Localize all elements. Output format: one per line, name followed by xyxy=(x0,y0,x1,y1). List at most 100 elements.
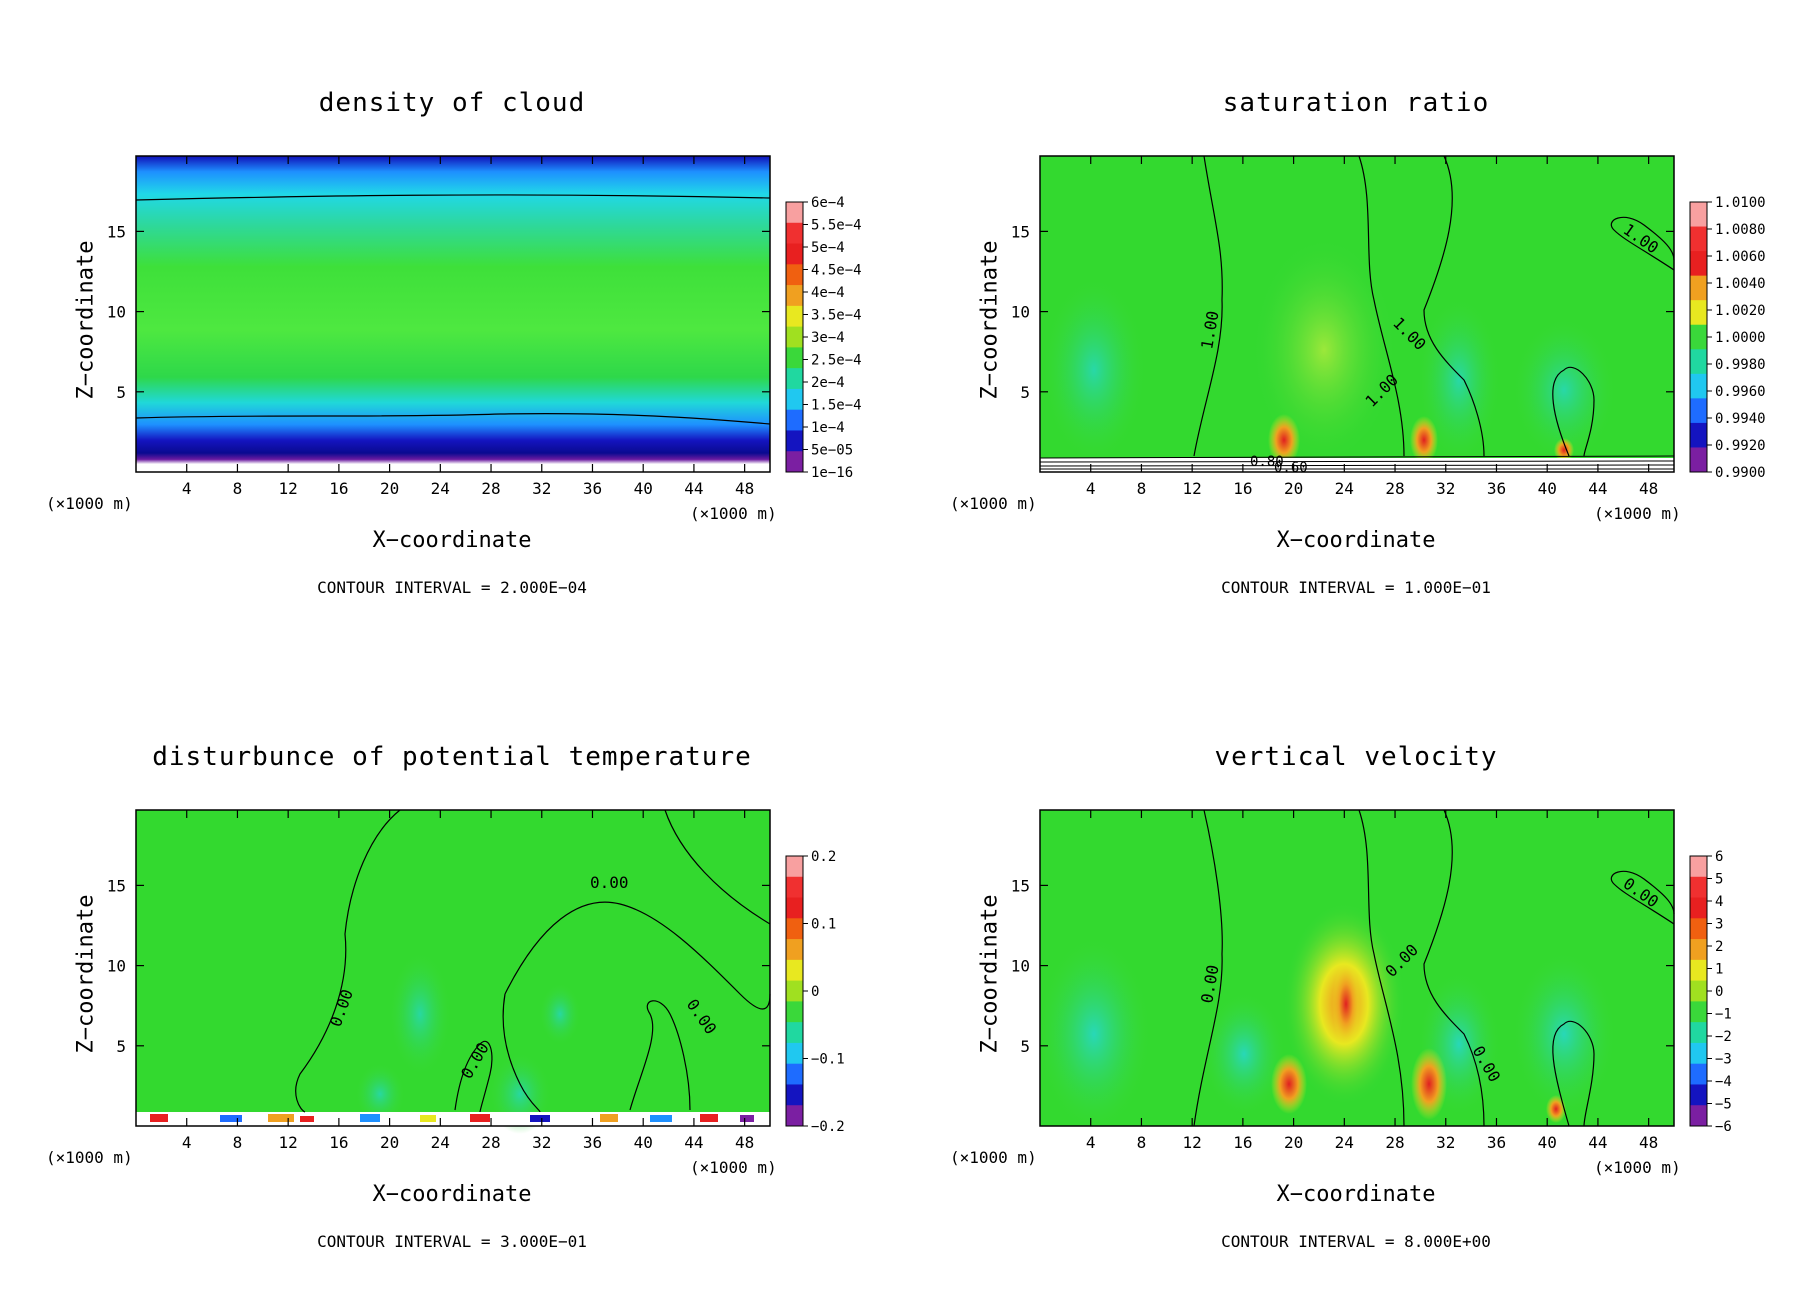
colorbar-swatch xyxy=(786,1001,803,1023)
y-tick-label: 10 xyxy=(1011,957,1030,976)
colorbar-swatch xyxy=(786,1022,803,1044)
x-tick-label: 36 xyxy=(583,1133,602,1152)
panel-title: vertical velocity xyxy=(1214,742,1498,772)
colorbar-label: 0.9980 xyxy=(1715,357,1766,373)
y-ticks: 5 10 15 xyxy=(107,222,770,402)
x-tick-label: 40 xyxy=(1538,1133,1557,1152)
colorbar-swatch xyxy=(1690,202,1707,228)
colorbar-swatch xyxy=(1690,959,1707,982)
contour-line xyxy=(504,901,771,1010)
chart-potential-temperature: 0.00 0.00 0.00 0.00 4 8 12 16 20 24 28 32 36 40 44… xyxy=(107,809,845,1152)
x-tick-label: 4 xyxy=(182,1133,192,1152)
colorbar-label: 0.1 xyxy=(811,917,836,933)
panel-title: disturbunce of potential temperature xyxy=(152,742,752,772)
contour-line xyxy=(1193,809,1223,1127)
colorbar-label: −6 xyxy=(1715,1119,1732,1135)
colorbar-swatch xyxy=(786,876,803,899)
y-ticks: 5 10 15 xyxy=(1011,222,1674,402)
cool-region xyxy=(390,954,450,1074)
contour-line xyxy=(1552,1020,1595,1127)
x-tick-label: 40 xyxy=(1538,479,1557,498)
surface-contours xyxy=(1039,455,1675,470)
colorbar-label: −5 xyxy=(1715,1097,1732,1113)
colorbar: 1.0100 1.0080 1.0060 1.0040 1.0020 1.0000 0.99… xyxy=(1689,195,1766,481)
colorbar-swatch xyxy=(786,305,803,328)
colorbar-swatch xyxy=(786,918,803,940)
updraft-core xyxy=(1411,1048,1447,1120)
x-tick-label: 16 xyxy=(329,479,348,498)
colorbar-label: 1.0060 xyxy=(1715,249,1766,265)
colorbar-swatch xyxy=(786,451,803,473)
colorbar-swatch xyxy=(786,326,803,348)
colorbar-swatch xyxy=(1690,876,1707,899)
colorbar-label: 1.0080 xyxy=(1715,222,1766,238)
colorbar-swatch xyxy=(786,368,803,390)
contour-interval-caption: CONTOUR INTERVAL = 3.000E−01 xyxy=(317,1232,587,1251)
colorbar-swatch xyxy=(786,1105,803,1127)
colorbar-label: −1 xyxy=(1715,1007,1732,1023)
colorbar-label: 4.5e−4 xyxy=(811,263,862,279)
colorbar-label: 2 xyxy=(1715,939,1723,955)
panel-title: density of cloud xyxy=(318,88,586,118)
x-tick-label: 16 xyxy=(1233,1133,1252,1152)
x-tick-label: 24 xyxy=(431,1133,450,1152)
colorbar-swatch xyxy=(786,264,803,286)
contour-label: 0.00 xyxy=(590,873,629,892)
y-ticks: 5 10 15 xyxy=(1011,876,1674,1056)
contour-line xyxy=(1358,155,1405,457)
x-tick-label: 12 xyxy=(279,479,298,498)
colorbar-swatch xyxy=(786,897,803,919)
plot-frame xyxy=(135,155,771,473)
colorbar-swatch xyxy=(1690,398,1707,424)
colorbar-label: 0.9940 xyxy=(1715,411,1766,427)
contour-line xyxy=(502,993,541,1113)
colorbar-swatch xyxy=(1690,980,1707,1002)
colorbar-label: 0.9960 xyxy=(1715,384,1766,400)
contour-interval-caption: CONTOUR INTERVAL = 2.000E−04 xyxy=(317,578,587,597)
x-tick-label: 16 xyxy=(329,1133,348,1152)
plot-frame xyxy=(1039,155,1675,473)
colorbar-label: 3e−4 xyxy=(811,330,845,346)
colorbar-swatch xyxy=(786,388,803,411)
cool-region xyxy=(1514,320,1614,460)
cool-region xyxy=(1044,280,1144,460)
contour-line xyxy=(664,809,771,925)
colorbar-label: −3 xyxy=(1715,1052,1732,1068)
x-axis-label: X−coordinate xyxy=(1276,1182,1436,1207)
contour-label: 0.80 xyxy=(1250,454,1284,470)
cool-region xyxy=(356,1064,404,1124)
y-tick-label: 15 xyxy=(107,876,126,895)
x-ticks: 4 8 12 16 20 24 28 32 36 40 44 48 xyxy=(1086,810,1658,1152)
contour-line xyxy=(135,413,771,425)
contour-line xyxy=(1358,809,1405,1127)
x-tick-label: 48 xyxy=(735,1133,754,1152)
x-tick-label: 48 xyxy=(735,479,754,498)
contour-line xyxy=(454,1040,493,1113)
colorbar-label: 2e−4 xyxy=(811,375,845,391)
panel-title: saturation ratio xyxy=(1222,88,1490,118)
colorbar-label: 0 xyxy=(1715,984,1723,1000)
x-tick-label: 32 xyxy=(532,479,551,498)
contour-label: 0.60 xyxy=(1274,460,1308,476)
x-tick-label: 44 xyxy=(684,1133,703,1152)
colorbar-swatch xyxy=(1690,1063,1707,1085)
x-axis-label: X−coordinate xyxy=(372,528,532,553)
colorbar-swatch xyxy=(1690,856,1707,878)
x-tick-label: 24 xyxy=(1335,479,1354,498)
x-unit-right: (×1000 m) xyxy=(1594,1158,1681,1177)
x-tick-label: 36 xyxy=(1487,1133,1506,1152)
hot-spot xyxy=(1410,416,1438,464)
colorbar-swatch xyxy=(1690,1042,1707,1065)
x-tick-label: 36 xyxy=(1487,479,1506,498)
colorbar-swatch xyxy=(1690,1105,1707,1127)
x-tick-label: 16 xyxy=(1233,479,1252,498)
colorbar-label: 4 xyxy=(1715,894,1723,910)
x-tick-label: 44 xyxy=(684,479,703,498)
colorbar: 6e−4 5.5e−4 5e−4 4.5e−4 4e−4 3.5e−4 3e−4 2.5e−4… xyxy=(785,195,862,481)
contour-line xyxy=(1552,366,1595,457)
colorbar-swatch xyxy=(1690,251,1707,277)
x-tick-label: 12 xyxy=(1183,479,1202,498)
y-tick-label: 10 xyxy=(107,303,126,322)
x-tick-label: 28 xyxy=(1385,1133,1404,1152)
